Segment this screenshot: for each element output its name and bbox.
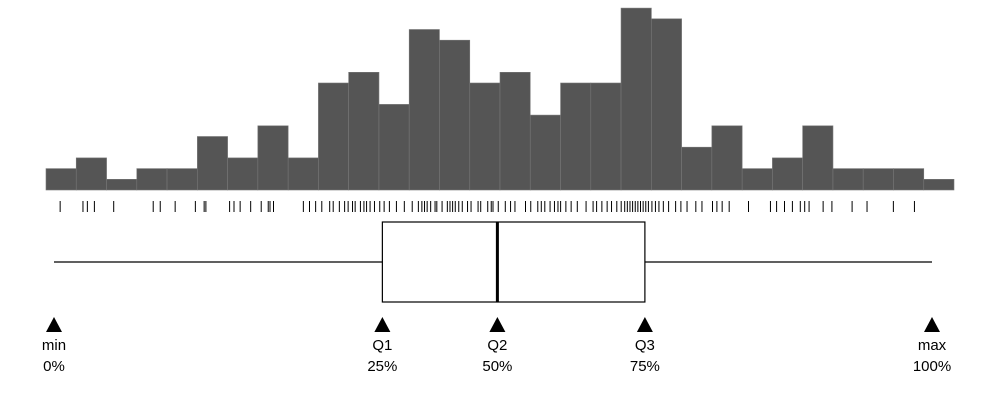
histogram-bar-19	[590, 82, 622, 191]
boxplot	[54, 221, 932, 303]
triangle-up-icon	[924, 317, 940, 332]
triangle-up-icon	[46, 317, 62, 332]
histogram-bar-10	[318, 82, 349, 191]
annotation-percent: 0%	[43, 358, 65, 375]
histogram-bar-22	[681, 146, 713, 191]
histogram-bar-24	[741, 168, 773, 191]
histogram-bar-17	[529, 114, 561, 191]
annotation-min: min 0%	[42, 317, 66, 375]
histogram-bar-21	[651, 18, 682, 191]
histogram-bar-27	[832, 168, 864, 191]
annotation-label: min	[42, 337, 66, 354]
annotation-percent: 50%	[482, 358, 512, 375]
histogram-bar-12	[378, 104, 410, 191]
histogram-bar-30	[923, 179, 955, 191]
histogram-bar-2	[75, 157, 107, 191]
annotation-label: max	[918, 337, 947, 354]
triangle-up-icon	[636, 317, 653, 332]
annotation-label: Q1	[372, 337, 392, 354]
rug-marks	[59, 201, 915, 212]
histogram-bar-15	[469, 82, 501, 191]
histogram-bar-14	[439, 39, 471, 191]
annotation-max: max 100%	[913, 317, 951, 375]
annotation-percent: 100%	[913, 358, 951, 375]
histogram-bar-20	[620, 7, 652, 191]
histogram-bar-23	[711, 125, 743, 191]
histogram-bar-1	[45, 168, 77, 191]
annotation-label: Q2	[487, 337, 507, 354]
annotation-percent: 25%	[367, 358, 397, 375]
histogram-bar-7	[227, 157, 259, 191]
histogram-bar-29	[893, 168, 925, 191]
histogram-bar-4	[136, 168, 168, 191]
histogram-bar-3	[106, 179, 138, 191]
histogram-bar-18	[560, 82, 592, 191]
triangle-up-icon	[489, 317, 506, 332]
histogram-bar-26	[802, 125, 834, 191]
histogram-bar-28	[862, 168, 894, 191]
histogram-bars	[45, 7, 955, 191]
iqr-box	[381, 221, 646, 303]
annotation-percent: 75%	[630, 358, 660, 375]
histogram-bar-9	[287, 157, 319, 191]
histogram-bar-11	[348, 72, 380, 191]
histogram-bar-8	[257, 125, 289, 191]
triangle-up-icon	[374, 317, 391, 332]
annotation-label: Q3	[635, 337, 655, 354]
histogram-bar-16	[499, 72, 531, 191]
histogram-bar-6	[197, 136, 228, 191]
histogram-bar-5	[166, 168, 198, 191]
histogram-bar-13	[408, 29, 440, 191]
histogram-bar-25	[772, 157, 803, 191]
